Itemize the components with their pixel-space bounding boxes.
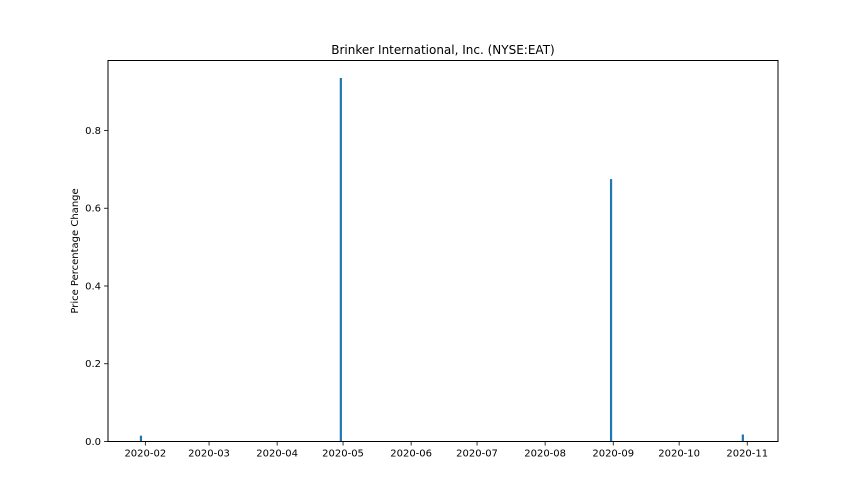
bar-2020-04-30 [339,77,342,442]
y-tick-label: 0.4 [85,281,101,292]
bars [139,77,744,442]
bar-2020-08-31 [609,179,613,442]
x-tick-label: 2020-04 [256,449,298,460]
x-tick-label: 2020-05 [322,449,364,460]
y-tick-label: 0.0 [85,437,101,448]
y-tick-label: 0.2 [85,359,101,370]
bar-2020-10-30 [741,434,744,442]
y-axis-label: Price Percentage Change [70,188,81,313]
y-tick-label: 0.6 [85,204,101,215]
x-tick-label: 2020-08 [524,449,566,460]
x-tick-label: 2020-10 [658,449,700,460]
x-tick-label: 2020-07 [456,449,498,460]
x-tick-label: 2020-11 [726,449,768,460]
y-tick-label: 0.8 [85,126,101,137]
y-axis: 0.0 0.2 0.4 0.6 0.8 [85,126,108,448]
x-tick-label: 2020-06 [390,449,432,460]
x-tick-label: 2020-02 [124,449,166,460]
chart-title: Brinker International, Inc. (NYSE:EAT) [331,43,554,57]
plot-frame [107,60,779,442]
bar-2020-01-30 [139,435,143,442]
x-axis: 2020-02 2020-03 2020-04 2020-05 2020-06 2020-… [124,441,768,460]
x-tick-label: 2020-03 [188,449,230,460]
x-tick-label: 2020-09 [592,449,634,460]
